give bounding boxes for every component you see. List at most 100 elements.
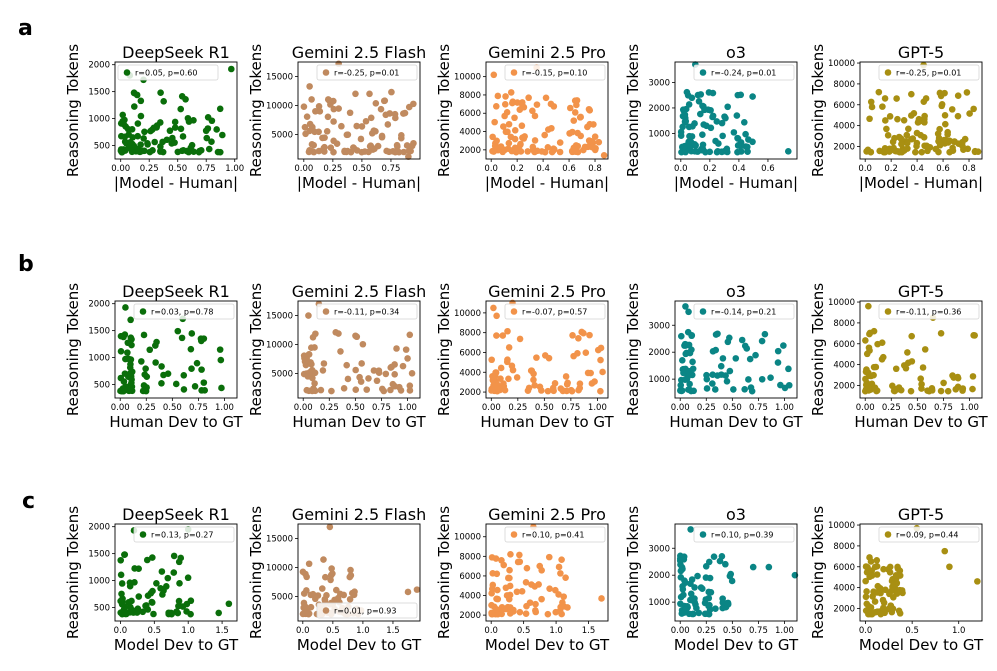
data-point xyxy=(949,372,956,379)
data-point xyxy=(299,568,307,576)
data-point xyxy=(188,365,195,372)
data-point xyxy=(862,375,869,383)
data-point xyxy=(178,93,186,100)
y-tick-label: 5000 xyxy=(271,370,293,380)
legend-box xyxy=(693,303,795,320)
data-point xyxy=(490,148,498,155)
data-point xyxy=(117,374,125,382)
plot-frame xyxy=(485,523,609,622)
data-point xyxy=(701,106,708,114)
data-point xyxy=(862,337,869,344)
data-point xyxy=(536,562,544,570)
data-point xyxy=(544,610,552,618)
data-point xyxy=(569,128,576,136)
data-point xyxy=(522,610,530,617)
data-point xyxy=(167,609,175,617)
data-point xyxy=(874,340,881,348)
data-point xyxy=(126,364,134,371)
x-axis-label: |Model - Human| xyxy=(859,174,983,192)
data-point xyxy=(892,365,900,373)
data-point xyxy=(493,332,500,339)
data-point xyxy=(730,129,738,136)
x-tick-label: 0.0 xyxy=(484,626,498,636)
data-point xyxy=(117,556,125,564)
data-point xyxy=(695,97,703,105)
data-point xyxy=(141,128,148,136)
legend-marker xyxy=(510,308,518,315)
data-point xyxy=(337,348,344,355)
data-point xyxy=(501,386,509,394)
data-point xyxy=(904,349,911,356)
data-point xyxy=(151,138,159,146)
data-point xyxy=(741,386,748,393)
data-point xyxy=(491,372,499,379)
data-point xyxy=(677,128,685,136)
y-tick-label: 1500 xyxy=(88,327,110,337)
data-point xyxy=(683,375,691,383)
data-point xyxy=(893,95,900,102)
data-point xyxy=(867,608,875,616)
x-tick-label: 0.50 xyxy=(352,164,371,174)
legend-marker xyxy=(884,531,892,538)
data-point xyxy=(504,574,512,582)
data-point xyxy=(393,345,400,352)
data-point xyxy=(408,369,416,377)
x-tick-label: 0.00 xyxy=(671,403,690,413)
data-point xyxy=(693,604,700,612)
x-tick-label: 0.50 xyxy=(168,164,187,174)
data-point xyxy=(330,97,337,105)
data-point xyxy=(404,588,412,596)
data-point xyxy=(682,350,690,358)
data-point xyxy=(894,115,901,123)
data-point xyxy=(357,135,365,143)
y-tick-label: 5000 xyxy=(271,131,293,141)
x-tick-label: 0.00 xyxy=(294,403,313,413)
data-point xyxy=(146,346,154,354)
x-tick-label: 0.00 xyxy=(482,403,501,413)
data-point xyxy=(516,106,524,113)
data-point xyxy=(880,599,888,607)
data-point xyxy=(523,564,531,572)
data-point xyxy=(196,147,203,155)
data-point xyxy=(557,385,565,392)
chart-title: o3 xyxy=(726,43,746,62)
data-point xyxy=(907,387,915,395)
data-point xyxy=(215,609,222,617)
legend-marker xyxy=(322,607,330,614)
chart-c-4: o3 Reasoning Tokens Model Dev to GT0.00 0.2… xyxy=(624,505,799,654)
x-tick-label: 0.2 xyxy=(703,164,717,174)
data-point xyxy=(144,139,151,147)
data-point xyxy=(130,89,138,97)
data-point xyxy=(564,379,571,387)
data-point xyxy=(347,148,355,156)
data-point xyxy=(391,371,398,378)
data-point xyxy=(944,387,952,395)
data-point xyxy=(681,142,688,150)
data-point xyxy=(577,113,584,121)
data-point xyxy=(749,563,757,571)
data-point xyxy=(954,92,962,100)
data-point xyxy=(177,554,185,562)
data-point xyxy=(400,110,407,117)
data-point xyxy=(362,117,370,125)
data-point xyxy=(679,123,686,131)
data-point xyxy=(715,140,722,147)
data-point xyxy=(556,148,564,156)
y-tick-label: 2000 xyxy=(88,61,110,71)
x-tick-label: 0.5 xyxy=(517,626,531,636)
data-point xyxy=(705,89,713,96)
data-point xyxy=(575,335,582,342)
data-point xyxy=(225,600,233,608)
x-tick-label: 0.4 xyxy=(536,164,550,174)
data-point xyxy=(413,586,421,593)
data-point xyxy=(208,138,215,145)
legend-text: r=-0.11, p=0.34 xyxy=(334,308,399,317)
data-point xyxy=(765,563,773,571)
data-point xyxy=(944,131,951,138)
data-point xyxy=(180,386,188,393)
data-point xyxy=(588,380,596,387)
data-point xyxy=(507,550,514,558)
data-point xyxy=(918,148,926,156)
data-point xyxy=(685,101,693,108)
